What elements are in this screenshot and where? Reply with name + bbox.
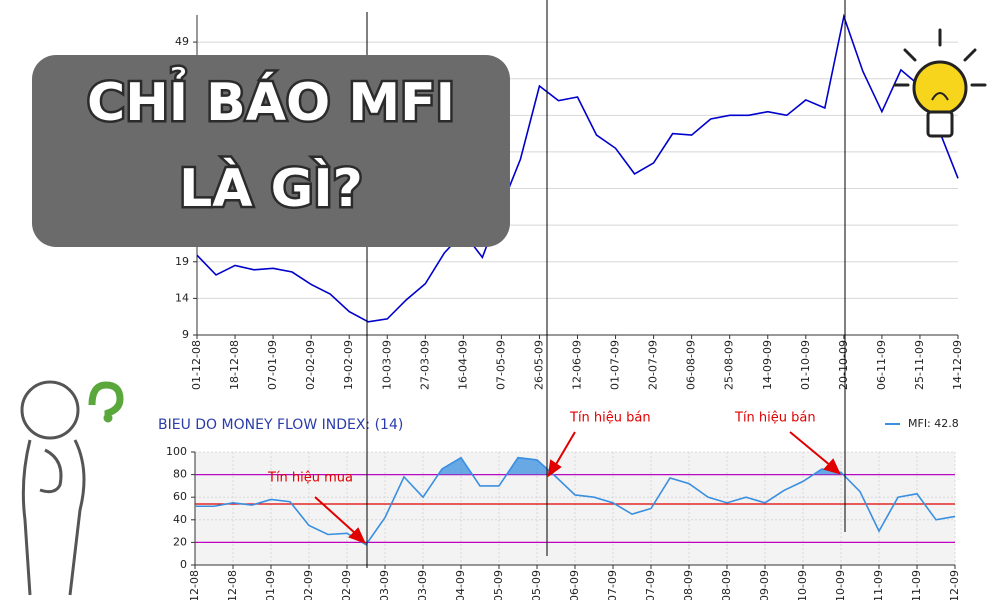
x-tick-label: 18-12-08 bbox=[226, 570, 239, 600]
x-tick-label: 26-05-09 bbox=[530, 570, 543, 600]
x-tick-label: 27-03-09 bbox=[418, 340, 431, 390]
x-tick-label: 14-12-09 bbox=[951, 340, 964, 390]
x-tick-label: 14-12-09 bbox=[948, 570, 961, 600]
x-tick-label: 12-06-09 bbox=[571, 340, 584, 390]
annotation: Tín hiệu mua bbox=[267, 471, 353, 486]
y-tick-label: 14 bbox=[175, 291, 189, 304]
x-tick-label: 07-05-09 bbox=[492, 570, 505, 600]
y-tick-label: 20 bbox=[173, 535, 187, 548]
x-tick-label: 19-02-09 bbox=[342, 340, 355, 390]
y-tick-label: 100 bbox=[166, 445, 187, 458]
x-tick-label: 25-08-09 bbox=[720, 570, 733, 600]
x-tick-label: 01-07-09 bbox=[609, 340, 622, 390]
arrow-head bbox=[823, 458, 841, 475]
y-tick-label: 0 bbox=[180, 558, 187, 571]
annotation: Tín hiệu bán bbox=[569, 411, 651, 426]
data-line bbox=[196, 13, 959, 323]
y-tick-label: 40 bbox=[173, 513, 187, 526]
x-tick-label: 20-07-09 bbox=[647, 340, 660, 390]
y-tick-label: 19 bbox=[175, 255, 189, 268]
x-tick-label: 25-11-09 bbox=[910, 570, 923, 600]
x-tick-label: 16-04-09 bbox=[456, 340, 469, 390]
x-tick-label: 01-10-09 bbox=[796, 570, 809, 600]
y-tick-label: 60 bbox=[173, 490, 187, 503]
x-tick-label: 06-11-09 bbox=[875, 340, 888, 390]
arrows bbox=[314, 431, 841, 544]
y-tick-label: 9 bbox=[182, 328, 189, 341]
x-tick-label: 27-03-09 bbox=[416, 570, 429, 600]
arrow bbox=[314, 496, 357, 535]
x-tick-label: 07-01-09 bbox=[266, 340, 279, 390]
x-tick-label: 25-08-09 bbox=[723, 340, 736, 390]
x-tick-label: 01-12-08 bbox=[190, 340, 203, 390]
x-tick-label: 10-03-09 bbox=[378, 570, 391, 600]
x-tick-label: 18-12-08 bbox=[228, 340, 241, 390]
x-tick-label: 01-12-08 bbox=[188, 570, 201, 600]
x-tick-label: 14-09-09 bbox=[761, 340, 774, 390]
legend-label: MFI: 42.8 bbox=[908, 417, 959, 430]
person-icon bbox=[20, 380, 124, 596]
arrow bbox=[789, 431, 832, 467]
x-tick-label: 02-02-09 bbox=[302, 570, 315, 600]
x-tick-label: 01-10-09 bbox=[799, 340, 812, 390]
overbought-area bbox=[438, 457, 844, 475]
x-tick-label: 12-06-09 bbox=[568, 570, 581, 600]
x-tick-label: 06-11-09 bbox=[872, 570, 885, 600]
x-tick-label: 20-07-09 bbox=[644, 570, 657, 600]
arrow-head bbox=[348, 527, 366, 544]
x-tick-label: 20-10-09 bbox=[837, 340, 850, 390]
x-tick-label: 14-09-09 bbox=[758, 570, 771, 600]
banner-box bbox=[32, 55, 510, 247]
x-tick-label: 07-05-09 bbox=[494, 340, 507, 390]
chart-title: BIEU DO MONEY FLOW INDEX: (14) bbox=[158, 417, 403, 433]
x-tick-label: 16-04-09 bbox=[454, 570, 467, 600]
x-tick-label: 10-03-09 bbox=[380, 340, 393, 390]
x-tick-label: 19-02-09 bbox=[340, 570, 353, 600]
x-tick-label: 26-05-09 bbox=[532, 340, 545, 390]
x-tick-label: 02-02-09 bbox=[304, 340, 317, 390]
x-tick-label: 06-08-09 bbox=[682, 570, 695, 600]
banner-line: CHỈ BÁO MFI bbox=[87, 67, 455, 133]
y-tick-label: 80 bbox=[173, 468, 187, 481]
y-tick-label: 49 bbox=[175, 35, 189, 48]
arrow bbox=[554, 431, 576, 467]
x-tick-label: 25-11-09 bbox=[913, 340, 926, 390]
annotation: Tín hiệu bán bbox=[734, 411, 816, 426]
x-tick-label: 20-10-09 bbox=[834, 570, 847, 600]
x-tick-label: 06-08-09 bbox=[685, 340, 698, 390]
x-tick-label: 07-01-09 bbox=[264, 570, 277, 600]
arrow-head bbox=[547, 459, 562, 478]
bulb-icon bbox=[893, 28, 987, 138]
x-tick-label: 01-07-09 bbox=[606, 570, 619, 600]
banner-line: LÀ GÌ? bbox=[179, 158, 363, 219]
